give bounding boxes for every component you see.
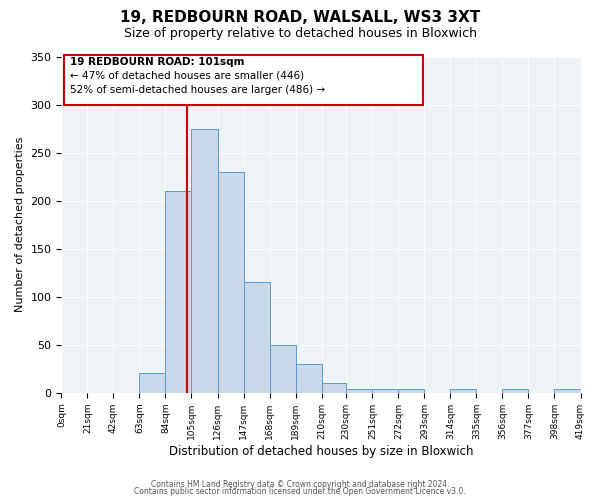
Bar <box>244 282 269 393</box>
Text: ← 47% of detached houses are smaller (446): ← 47% of detached houses are smaller (44… <box>70 71 304 81</box>
Bar <box>451 389 476 393</box>
Bar <box>296 364 322 393</box>
Text: Contains public sector information licensed under the Open Government Licence v3: Contains public sector information licen… <box>134 487 466 496</box>
Bar <box>322 383 346 393</box>
Bar <box>398 389 424 393</box>
Bar <box>269 345 296 393</box>
Bar <box>554 389 581 393</box>
Text: Contains HM Land Registry data © Crown copyright and database right 2024.: Contains HM Land Registry data © Crown c… <box>151 480 449 489</box>
Bar <box>373 389 398 393</box>
Bar <box>218 172 244 393</box>
Bar <box>346 389 373 393</box>
Bar <box>191 128 218 393</box>
Text: Size of property relative to detached houses in Bloxwich: Size of property relative to detached ho… <box>124 28 476 40</box>
Text: 52% of semi-detached houses are larger (486) →: 52% of semi-detached houses are larger (… <box>70 86 325 96</box>
X-axis label: Distribution of detached houses by size in Bloxwich: Distribution of detached houses by size … <box>169 444 473 458</box>
Text: 19 REDBOURN ROAD: 101sqm: 19 REDBOURN ROAD: 101sqm <box>70 58 245 68</box>
FancyBboxPatch shape <box>64 54 423 104</box>
Bar <box>139 372 166 393</box>
Y-axis label: Number of detached properties: Number of detached properties <box>15 137 25 312</box>
Text: 19, REDBOURN ROAD, WALSALL, WS3 3XT: 19, REDBOURN ROAD, WALSALL, WS3 3XT <box>120 10 480 25</box>
Bar <box>502 389 529 393</box>
Bar <box>166 191 191 393</box>
